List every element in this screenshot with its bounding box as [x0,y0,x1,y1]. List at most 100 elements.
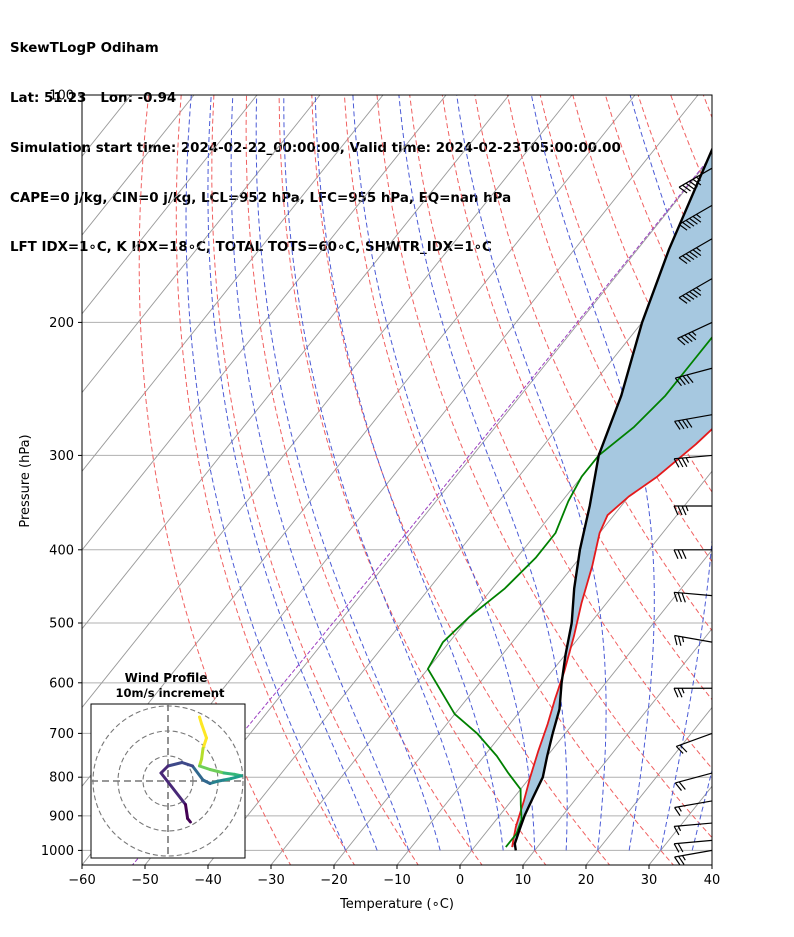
dry-adiabat [441,95,712,701]
isotherm-line [396,470,712,865]
wind-barb [673,687,712,698]
moist-adiabat [352,95,536,851]
moist-adiabat [230,95,410,851]
x-axis-label: Temperature (∘C) [339,897,454,912]
cape-fill [512,149,712,848]
chart-header: SkewTLogP Odiham Lat: 51.23 Lon: -0.94 S… [10,8,621,274]
dry-adiabat [637,95,712,277]
y-tick-label: 200 [49,316,74,331]
wind-barb [678,278,713,304]
wind-barb [677,321,713,346]
wind-barb [674,414,713,430]
isotherm-line [648,785,712,865]
hodograph-track [159,771,187,806]
moist-adiabat [185,95,347,851]
isotherm-line [82,95,258,315]
hodograph-track [222,771,236,776]
x-tick-label: −60 [68,873,95,888]
hodograph: Wind Profile 10m/s increment [90,671,246,859]
wind-barb [674,800,713,817]
x-tick-label: −50 [131,873,158,888]
x-tick-label: −30 [257,873,284,888]
dry-adiabat [343,95,675,865]
x-tick-label: 30 [641,873,658,888]
y-axis-ticks: 100 200 300 400 500 600 700 800 900 1000 [41,89,82,859]
header-indices-1: CAPE=0 j/kg, CIN=0 j/kg, LCL=952 hPa, LF… [10,190,512,206]
hodograph-track [184,803,190,820]
wind-barb [673,454,713,468]
isotherm-line [82,95,510,630]
moist-adiabat [255,95,441,851]
y-tick-label: 800 [49,771,74,786]
isotherm-line [82,95,321,394]
dry-adiabat [376,95,712,839]
dry-adiabat [245,95,483,865]
moist-adiabat [398,95,568,851]
profile-series [426,146,712,851]
wind-barb [673,591,713,603]
wind-barb [673,549,712,560]
hodograph-track [208,768,226,775]
dewpoint-line [426,335,712,848]
wind-barb [678,238,713,265]
dry-adiabat [769,95,794,866]
isotherm-line [82,95,195,236]
dry-adiabat [736,95,794,866]
x-tick-label: 0 [456,873,464,888]
moist-adiabat [456,95,607,851]
isotherm-line [711,864,712,865]
isotherm-line [82,95,447,551]
x-tick-label: 40 [704,873,721,888]
y-tick-label: 500 [49,617,74,632]
y-tick-label: 300 [49,449,74,464]
y-tick-label: 700 [49,727,74,742]
wind-barb [674,772,713,791]
wind-barb [678,204,713,231]
wind-barb [674,367,713,387]
parcel-line [513,146,712,851]
isotherm-line [144,155,712,865]
dry-adiabat [702,95,712,119]
dry-adiabat [211,95,419,865]
wind-barb [673,505,712,516]
dry-adiabat [175,95,356,865]
wind-barb [678,167,713,194]
hodograph-track [186,817,192,824]
y-axis-label: Pressure (hPa) [18,434,33,527]
hodograph-track [201,736,208,750]
dry-adiabat [138,95,292,865]
isotherm-line [774,95,794,866]
y-tick-label: 600 [49,676,74,691]
moist-adiabat [314,95,504,851]
hodograph-track [198,764,212,771]
moist-adiabat [724,95,794,850]
temperature-line [511,427,712,848]
hodograph-subtitle: 10m/s increment [116,686,225,700]
moist-adiabat [283,95,473,851]
isotherm-line [333,391,712,865]
wind-barb [674,849,713,866]
isotherm-line [270,313,712,865]
y-tick-label: 400 [49,543,74,558]
y-tick-label: 900 [49,809,74,824]
hodograph-track [200,722,208,740]
header-times: Simulation start time: 2024-02-22_00:00:… [10,140,621,156]
wind-barb [673,839,713,853]
moist-adiabat [207,95,378,851]
isotherm-line [522,628,712,865]
y-tick-label: 1000 [41,844,74,859]
x-axis-ticks: −60 −50 −40 −30 −20 −10 0 10 20 30 40 [68,865,720,888]
header-station: SkewTLogP Odiham [10,41,159,57]
hodograph-track [229,774,243,781]
dry-adiabat [409,95,712,770]
x-tick-label: −40 [194,873,221,888]
cape-area [512,149,712,848]
isotherm-line [207,234,712,865]
dry-adiabat [278,95,547,865]
hodograph-title: Wind Profile [125,671,208,685]
isotherm-line [459,549,712,865]
wind-barb [673,822,713,836]
hodograph-track [166,761,184,768]
x-tick-label: −20 [320,873,347,888]
dry-adiabat [311,95,611,865]
